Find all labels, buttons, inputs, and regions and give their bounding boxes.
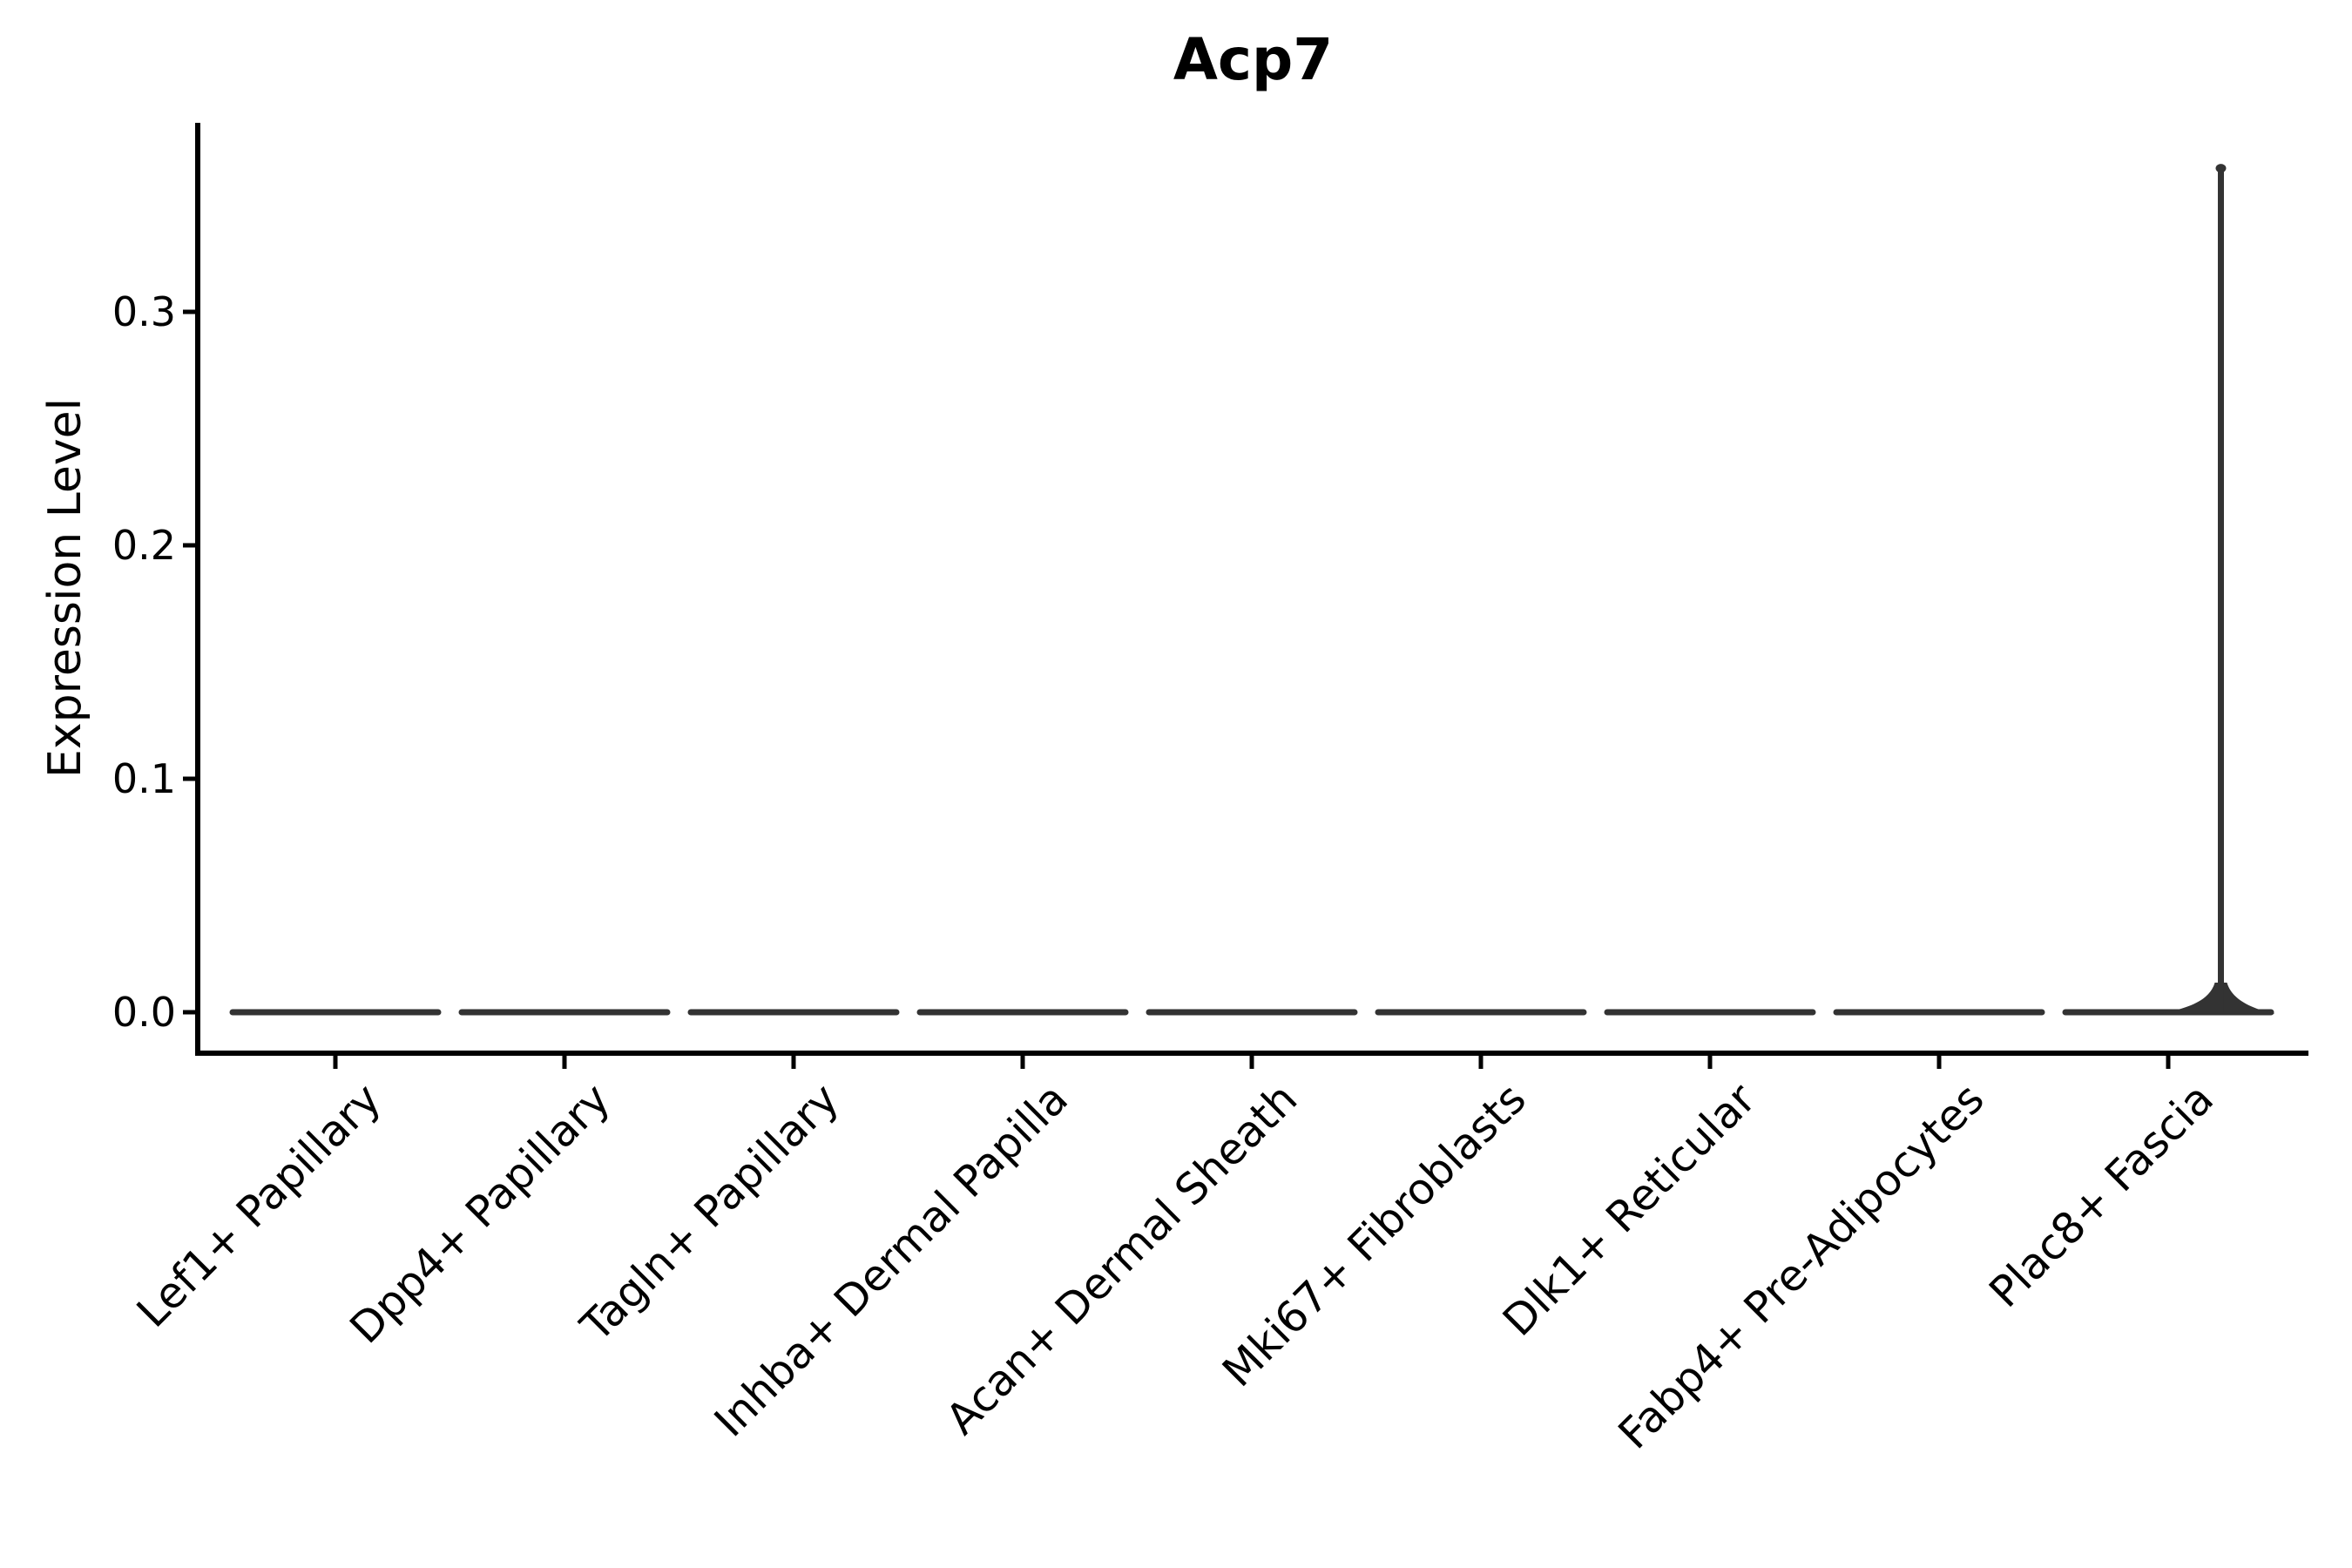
violin-body [458,1009,671,1016]
y-tick-label: 0.2 [112,522,176,569]
violin-body [916,1009,1129,1016]
violin-body [1146,1009,1358,1016]
violin-tail-tip [2215,164,2227,173]
violin-body [1833,1009,2045,1016]
violin-body [229,1009,442,1016]
violin-body [1375,1009,1587,1016]
violin-tail-spike [2217,168,2224,1012]
y-axis-label: Expression Level [39,397,91,779]
plot-title: Acp7 [1173,26,1334,93]
violin-tail-base [2158,983,2275,1014]
y-tick-label: 0.0 [112,989,176,1036]
violin-body [1604,1009,1816,1016]
y-tick-label: 0.3 [112,288,176,335]
violin-body [687,1009,900,1016]
y-tick-label: 0.1 [112,755,176,802]
